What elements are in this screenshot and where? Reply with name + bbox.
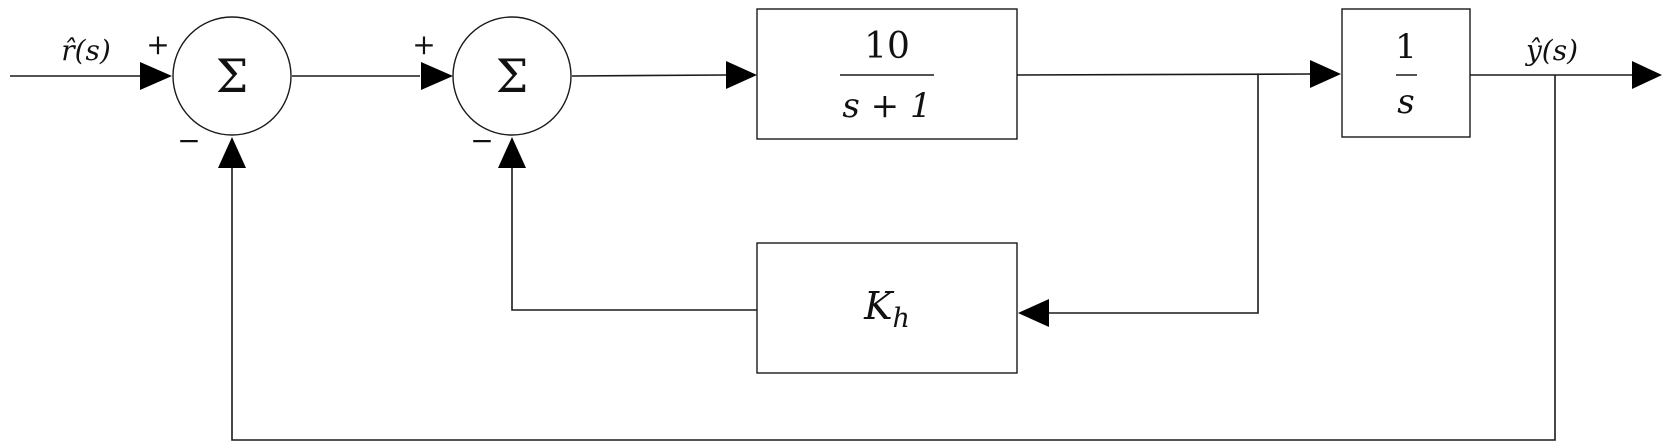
feedback-block-gain-symbol: K	[863, 284, 895, 328]
plant-block-denominator: s + 1	[842, 86, 931, 126]
signal-wires	[10, 73, 1632, 441]
inner-feedback-wire-right	[1046, 75, 1259, 314]
summing-junction-1-plus-sign: +	[146, 28, 169, 61]
summing-junction-1: Σ + −	[146, 16, 292, 157]
arrow-into-sum1-bottom	[218, 137, 246, 168]
feedback-block-gain: Kh	[863, 284, 910, 334]
arrow-into-feedback-block	[1018, 299, 1049, 327]
summing-junction-2-circle	[452, 16, 572, 136]
plant-to-integrator-wire	[1015, 73, 1313, 76]
arrow-into-integrator	[1310, 60, 1341, 88]
plant-block-frame	[756, 8, 1018, 140]
arrowheads	[140, 60, 1662, 327]
integrator-block: 1 s	[1341, 8, 1471, 138]
summing-junction-2: Σ + −	[412, 16, 572, 157]
integrator-block-numerator: 1	[1395, 27, 1417, 67]
plant-block-numerator: 10	[864, 26, 910, 67]
output-signal-label: ŷ(s)	[1524, 34, 1578, 67]
summing-junction-1-minus-sign: −	[177, 124, 200, 157]
plant-block: 10 s + 1	[756, 8, 1018, 140]
outer-feedback-wire	[231, 75, 1556, 441]
summing-junction-2-symbol: Σ	[496, 49, 529, 103]
summing-junction-2-minus-sign: −	[470, 124, 493, 157]
arrow-into-sum2-bottom	[498, 137, 526, 168]
sum2-to-plant-wire	[571, 74, 728, 77]
summing-junction-1-symbol: Σ	[216, 49, 249, 103]
arrow-into-plant	[726, 61, 757, 89]
feedback-block-frame	[756, 242, 1018, 374]
feedback-block-gain-subscript: h	[893, 303, 910, 334]
summing-junction-2-plus-sign: +	[412, 28, 435, 61]
arrow-into-sum1	[140, 62, 172, 90]
integrator-block-frame	[1341, 8, 1471, 138]
arrow-output	[1632, 61, 1662, 89]
integrator-block-denominator: s	[1397, 82, 1414, 122]
input-signal-label: r̂(s)	[61, 34, 111, 67]
arrow-into-sum2	[421, 62, 453, 90]
inner-feedback-wire-left	[511, 166, 757, 311]
summing-junction-1-circle	[172, 16, 292, 136]
feedback-block: Kh	[756, 242, 1018, 374]
